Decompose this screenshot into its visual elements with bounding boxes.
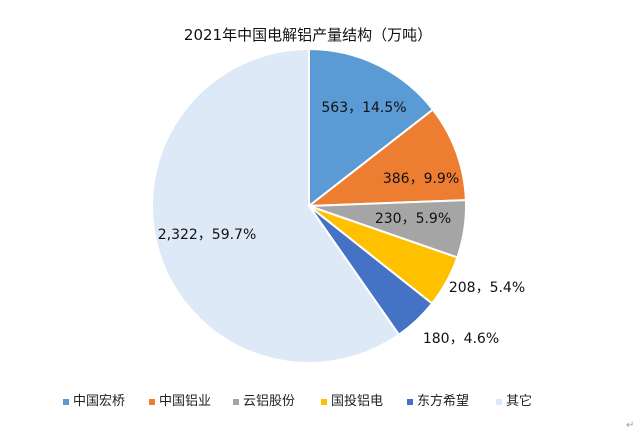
- data-label-5: 180，4.6%: [423, 331, 499, 347]
- paragraph-return-mark: ↵: [626, 420, 634, 431]
- data-label-6: 2,322，59.7%: [158, 227, 257, 243]
- legend-swatch-6: [496, 399, 502, 405]
- legend-label-1: 中国宏桥: [73, 394, 125, 409]
- legend-swatch-3: [233, 399, 239, 405]
- pie-slices: [151, 47, 467, 364]
- pie-slice-1: [308, 47, 435, 209]
- legend-label-5: 东方希望: [417, 393, 469, 409]
- legend-label-3: 云铝股份: [243, 394, 295, 409]
- data-label-4: 208，5.4%: [449, 280, 525, 296]
- data-label-1: 563，14.5%: [321, 100, 406, 116]
- legend-item-4: 国投铝电: [321, 393, 383, 409]
- data-label-2: 386，9.9%: [383, 171, 459, 187]
- legend-swatch-1: [63, 399, 69, 405]
- legend-label-2: 中国铝业: [159, 394, 211, 409]
- legend-item-6: 其它: [496, 393, 532, 409]
- pie-slice-6: [151, 47, 401, 364]
- legend-item-5: 东方希望: [407, 393, 469, 409]
- legend-swatch-4: [321, 399, 327, 405]
- legend-label-6: 其它: [506, 393, 532, 409]
- chart-legend: 中国宏桥 中国铝业 云铝股份 国投铝电 东方希望 其它: [63, 393, 532, 409]
- chart-title: 2021年中国电解铝产量结构（万吨）: [184, 26, 432, 44]
- legend-swatch-2: [149, 399, 155, 405]
- legend-swatch-5: [407, 399, 413, 405]
- data-label-3: 230，5.9%: [375, 211, 451, 227]
- legend-item-1: 中国宏桥: [63, 394, 125, 409]
- legend-item-2: 中国铝业: [149, 394, 211, 409]
- legend-item-3: 云铝股份: [233, 394, 295, 409]
- pie-data-labels: 563，14.5% 386，9.9% 230，5.9% 208，5.4% 180，4.6…: [158, 100, 525, 347]
- legend-label-4: 国投铝电: [331, 393, 383, 409]
- pie-slice-2: [305, 108, 467, 208]
